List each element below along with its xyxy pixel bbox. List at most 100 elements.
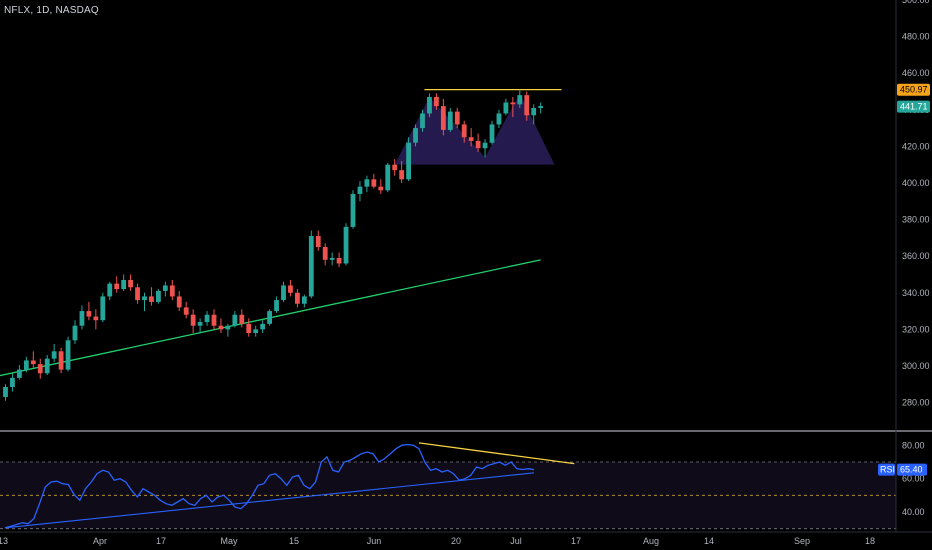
rsi-value-text: 65.40 <box>900 465 923 475</box>
candle[interactable] <box>482 139 488 158</box>
candle[interactable] <box>121 274 127 291</box>
candle[interactable] <box>72 320 78 344</box>
candle[interactable] <box>135 283 140 304</box>
price-pane[interactable] <box>0 89 562 401</box>
candle[interactable] <box>58 347 64 374</box>
candle[interactable] <box>197 318 203 334</box>
candle[interactable] <box>420 109 425 132</box>
candle[interactable] <box>79 305 85 330</box>
candle[interactable] <box>447 107 453 132</box>
candle[interactable] <box>93 309 99 330</box>
double-top-pattern[interactable] <box>394 93 555 165</box>
time-axis[interactable]: 13 Apr 17 May 15 Jun 20 Jul 17 Aug 14 Sep 18 <box>0 531 932 546</box>
candle[interactable] <box>329 252 335 266</box>
candle[interactable] <box>100 292 106 323</box>
candle[interactable] <box>149 287 154 306</box>
candle[interactable] <box>274 296 279 313</box>
candle[interactable] <box>315 230 321 251</box>
candle[interactable] <box>246 318 252 337</box>
candle[interactable] <box>454 107 460 129</box>
candle[interactable] <box>65 336 71 372</box>
candle[interactable] <box>253 325 259 337</box>
candle[interactable] <box>190 309 196 334</box>
candle[interactable] <box>364 175 370 193</box>
candle[interactable] <box>169 279 175 301</box>
candle[interactable] <box>385 162 391 193</box>
candle[interactable] <box>308 230 314 299</box>
candle-body <box>218 325 224 330</box>
price-tick-label: 460.00 <box>902 68 930 78</box>
candle[interactable] <box>496 109 502 129</box>
candle[interactable] <box>44 354 50 376</box>
candle[interactable] <box>288 279 293 297</box>
candle[interactable] <box>322 243 328 266</box>
rsi-divergence-line[interactable] <box>418 442 575 465</box>
candle[interactable] <box>176 290 182 312</box>
candle[interactable] <box>225 323 231 337</box>
candle[interactable] <box>142 292 147 312</box>
candle[interactable] <box>86 301 92 321</box>
candle-body <box>357 186 363 194</box>
candle[interactable] <box>239 309 245 328</box>
candle[interactable] <box>434 93 439 110</box>
candle[interactable] <box>183 301 189 319</box>
candle-body <box>86 311 92 317</box>
candle[interactable] <box>468 128 474 147</box>
candle-body <box>197 322 203 326</box>
candle[interactable] <box>211 309 217 330</box>
candle[interactable] <box>392 159 398 176</box>
candle[interactable] <box>524 91 530 121</box>
candle[interactable] <box>343 223 349 266</box>
candle-body <box>93 316 99 321</box>
rsi-line[interactable] <box>4 443 535 529</box>
candle[interactable] <box>51 344 57 363</box>
candle[interactable] <box>128 274 133 291</box>
candle[interactable] <box>114 276 120 293</box>
candle[interactable] <box>357 181 363 202</box>
candle[interactable] <box>510 96 516 118</box>
price-axis[interactable]: 500.00480.00460.00440.00420.00400.00380.… <box>895 0 930 532</box>
candle[interactable] <box>503 98 509 116</box>
candle[interactable] <box>406 137 411 182</box>
candle-body <box>454 111 460 125</box>
candle[interactable] <box>538 102 544 114</box>
candle-body <box>267 311 272 324</box>
candle[interactable] <box>218 318 224 334</box>
candle[interactable] <box>378 179 384 194</box>
candle[interactable] <box>517 89 523 108</box>
candle-body <box>23 360 29 370</box>
candle[interactable] <box>17 365 22 380</box>
candle[interactable] <box>475 133 481 152</box>
candle[interactable] <box>489 120 495 145</box>
candle[interactable] <box>413 124 418 147</box>
candle[interactable] <box>531 104 537 125</box>
support-trendline[interactable] <box>0 259 541 377</box>
candle[interactable] <box>461 120 467 143</box>
candle[interactable] <box>204 311 210 326</box>
candle[interactable] <box>427 93 432 118</box>
candle[interactable] <box>281 281 286 302</box>
candle[interactable] <box>30 351 36 368</box>
rsi-pane[interactable] <box>0 442 896 530</box>
candle[interactable] <box>37 358 43 379</box>
candle[interactable] <box>295 289 300 308</box>
candle[interactable] <box>260 320 266 334</box>
rsi-support-trendline[interactable] <box>4 472 535 529</box>
candle[interactable] <box>107 281 113 301</box>
candle[interactable] <box>10 373 15 392</box>
candle[interactable] <box>440 98 446 136</box>
time-tick-label: 18 <box>865 536 875 546</box>
candle[interactable] <box>336 252 342 268</box>
rsi-axis[interactable]: 80.00 60.00 40.00 RSI 65.40 <box>878 440 927 517</box>
candle[interactable] <box>162 281 168 297</box>
candle[interactable] <box>301 294 307 308</box>
candle[interactable] <box>267 309 272 326</box>
candle[interactable] <box>156 289 161 304</box>
candle[interactable] <box>399 161 405 183</box>
candle[interactable] <box>3 384 8 401</box>
candle[interactable] <box>350 190 356 229</box>
candle[interactable] <box>232 311 238 328</box>
candle[interactable] <box>23 356 29 373</box>
candle[interactable] <box>371 173 377 189</box>
